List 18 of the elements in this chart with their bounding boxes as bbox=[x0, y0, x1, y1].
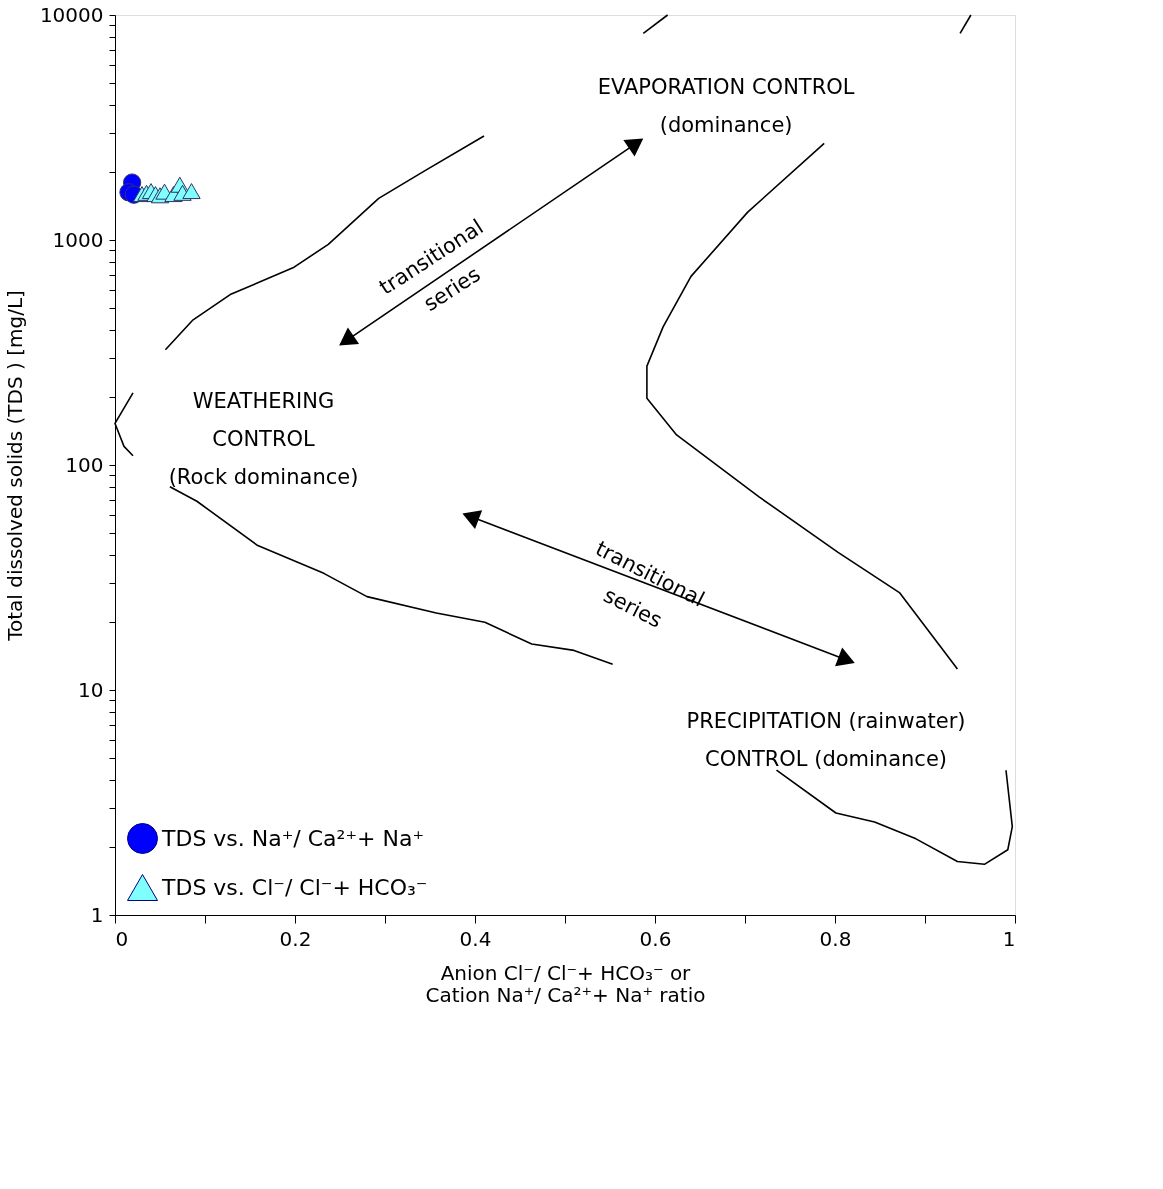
y-tick-label: 100 bbox=[65, 452, 104, 477]
x-tick-label: 0.2 bbox=[279, 926, 312, 951]
annotation: WEATHERING CONTROL (Rock dominance) bbox=[168, 389, 359, 489]
x-tick-label: 0.6 bbox=[639, 926, 672, 951]
y-tick-label: 10000 bbox=[39, 2, 104, 27]
annotation: PRECIPITATION (rainwater) CONTROL (dominance) bbox=[686, 709, 966, 772]
y-tick-label: 1 bbox=[90, 902, 104, 927]
y-tick-label: 10 bbox=[78, 677, 104, 702]
legend-label: TDS vs. Na⁺/ Ca²⁺+ Na⁺ bbox=[161, 825, 425, 851]
y-tick-label: 1000 bbox=[52, 227, 104, 252]
legend-label: TDS vs. Cl⁻/ Cl⁻+ HCO₃⁻ bbox=[161, 874, 428, 900]
x-tick-label: 0 bbox=[115, 926, 129, 951]
y-axis-title: Total dissolved solids (TDS ) [mg/L] bbox=[2, 290, 27, 642]
annotation: EVAPORATION CONTROL (dominance) bbox=[597, 74, 855, 137]
x-tick-label: 0.8 bbox=[819, 926, 852, 951]
x-axis-title: Anion Cl⁻/ Cl⁻+ HCO₃⁻ or Cation Na⁺/ Ca²⁺+ Na⁺ ratio bbox=[425, 960, 706, 1007]
x-tick-label: 0.4 bbox=[459, 926, 492, 951]
x-tick-label: 1 bbox=[1002, 926, 1016, 951]
